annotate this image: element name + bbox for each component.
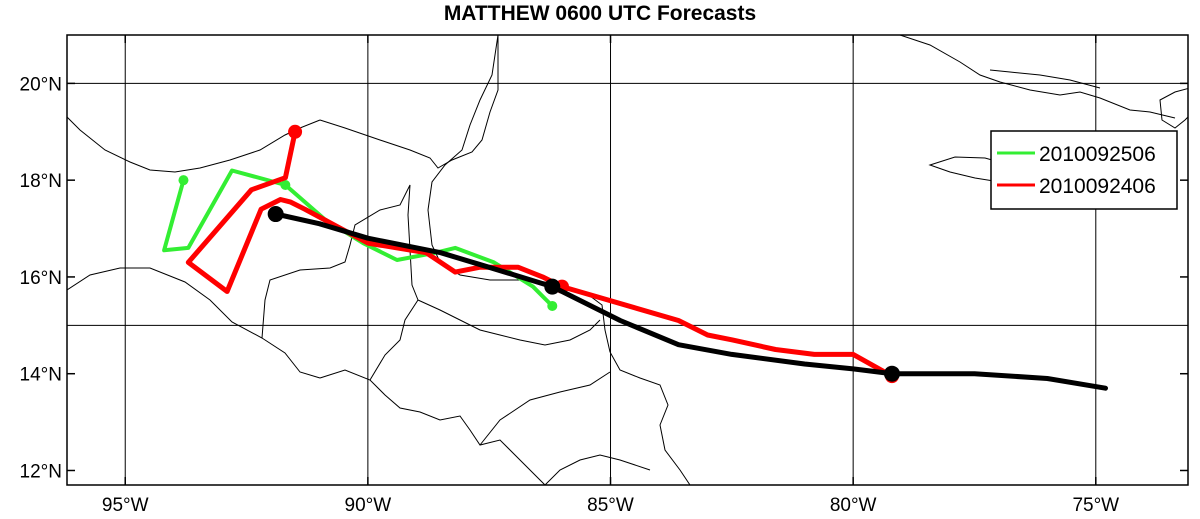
gulf-coast: [67, 116, 321, 173]
track-line: [185, 129, 895, 379]
y-tick-label: 12°N: [20, 461, 62, 482]
track-marker: [267, 206, 284, 223]
border-nicaragua-costarica: [479, 371, 611, 446]
track-marker: [178, 175, 189, 186]
x-tick-label: 95°W: [102, 495, 149, 516]
legend: 2010092506 2010092406: [990, 130, 1178, 210]
nicaragua-caribbean-coast: [589, 295, 691, 485]
axis-ticks: 95°W 90°W 85°W 80°W 75°W 12°N 14°N 16°N 18°N 20°N: [20, 35, 1188, 516]
x-tick-label: 80°W: [830, 495, 877, 516]
x-tick-label: 75°W: [1072, 495, 1119, 516]
central-america-pacific-coast: [319, 369, 546, 485]
legend-label: 2010092406: [1039, 175, 1156, 198]
legend-label: 2010092506: [1039, 143, 1156, 166]
border-guatemala-honduras: [369, 299, 419, 381]
map-title: MATTHEW 0600 UTC Forecasts: [443, 2, 757, 25]
legend-box: [990, 130, 1178, 210]
track-best-track: [267, 206, 1108, 391]
y-tick-label: 16°N: [20, 268, 62, 289]
y-tick-label: 14°N: [20, 365, 62, 386]
hispaniola-coast: [1159, 88, 1188, 129]
track-marker: [288, 124, 303, 139]
yucatan-coast: [319, 35, 499, 169]
track-marker: [544, 278, 561, 295]
cuba-coast: [899, 35, 1176, 119]
border-costarica-panama: [544, 454, 651, 485]
plot-frame: [66, 34, 1189, 486]
border-honduras-nicaragua: [417, 299, 601, 346]
cuba-south-coast: [989, 69, 1101, 89]
grid-lines: [67, 35, 1188, 485]
mexico-pacific-coast: [67, 267, 321, 379]
track-marker: [280, 180, 291, 190]
forecast-tracks: [162, 124, 1108, 391]
x-tick-label: 90°W: [345, 495, 392, 516]
x-tick-label: 85°W: [587, 495, 634, 516]
border-mexico-guatemala: [261, 184, 419, 339]
yucatan-east-coast: [427, 35, 499, 211]
y-tick-label: 18°N: [20, 171, 62, 192]
y-tick-label: 20°N: [20, 74, 62, 95]
track-marker: [883, 365, 900, 382]
track-line: [273, 211, 1108, 391]
coastlines: [67, 35, 1188, 485]
track-marker: [547, 300, 558, 311]
